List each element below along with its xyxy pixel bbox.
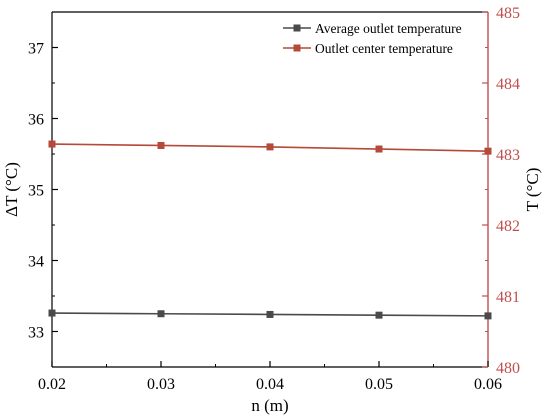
legend-item-outlet-center: Outlet center temperature [283, 41, 453, 56]
right-y-tick-label: 480 [496, 360, 520, 377]
legend-marker-outlet-center [293, 44, 301, 52]
legend-marker-average-outlet [293, 24, 301, 32]
x-tick-label: 0.02 [38, 376, 66, 393]
left-y-tick-label: 37 [28, 41, 44, 58]
right-y-tick-label: 483 [496, 147, 520, 164]
series-layer [48, 140, 492, 320]
x-tick-label: 0.06 [474, 376, 502, 393]
right-y-tick-label: 485 [496, 5, 520, 22]
left-y-tick-label: 34 [28, 254, 44, 271]
right-y-tick-label: 482 [496, 218, 520, 235]
left-y-tick-label: 36 [28, 112, 44, 129]
x-axis-title: n (m) [251, 396, 288, 415]
data-point-outlet-center [157, 141, 165, 149]
right-y-axis-title: T (°C) [523, 168, 542, 212]
x-tick-label: 0.03 [147, 376, 175, 393]
data-point-average-outlet [48, 309, 56, 317]
x-axis-ticks: 0.02 0.03 0.04 0.05 0.06 [38, 361, 502, 393]
legend-label-average-outlet: Average outlet temperature [315, 21, 462, 36]
right-y-tick-label: 481 [496, 289, 520, 306]
legend-item-average-outlet: Average outlet temperature [283, 21, 462, 36]
data-point-outlet-center [266, 143, 274, 151]
data-point-average-outlet [266, 310, 274, 318]
right-y-axis-ticks: 480 481 482 483 484 485 [482, 5, 520, 377]
left-y-tick-label: 35 [28, 183, 44, 200]
legend: Average outlet temperature Outlet center… [283, 21, 462, 56]
legend-label-outlet-center: Outlet center temperature [315, 41, 453, 56]
left-y-tick-label: 33 [28, 325, 44, 342]
left-y-axis-ticks: 33 34 35 36 37 [28, 11, 58, 368]
data-point-outlet-center [484, 147, 492, 155]
data-point-average-outlet [484, 312, 492, 320]
x-tick-label: 0.05 [365, 376, 393, 393]
x-tick-label: 0.04 [256, 376, 284, 393]
data-point-outlet-center [48, 140, 56, 148]
right-y-tick-label: 484 [496, 76, 520, 93]
data-point-average-outlet [375, 311, 383, 319]
data-point-average-outlet [157, 310, 165, 318]
data-point-outlet-center [375, 145, 383, 153]
left-y-axis-title: ΔT (°C) [2, 162, 21, 217]
